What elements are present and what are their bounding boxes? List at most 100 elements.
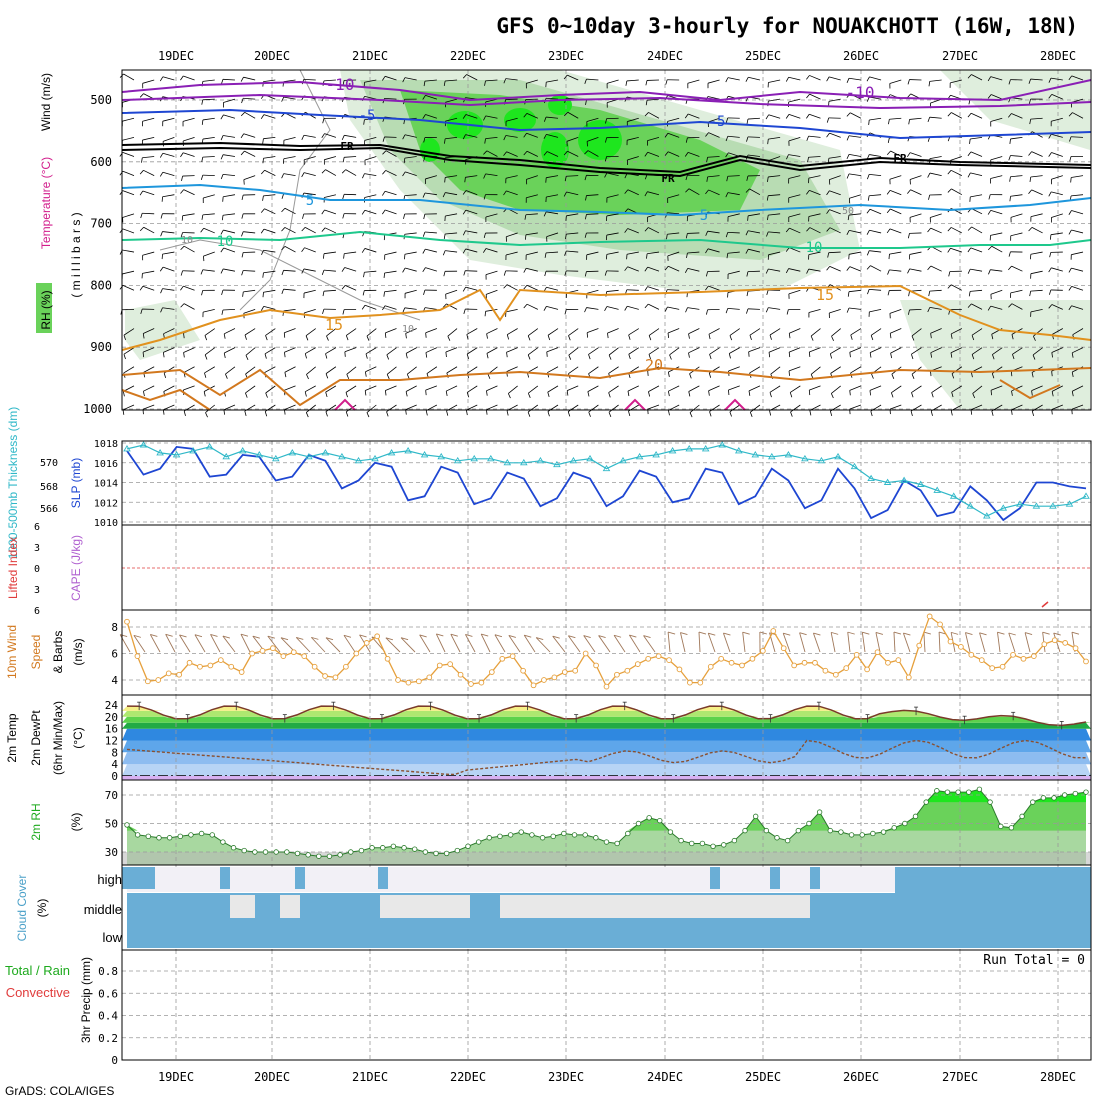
wind-barb-flag bbox=[988, 269, 991, 275]
wind-barb bbox=[930, 328, 942, 334]
wind-barb-flag bbox=[422, 231, 426, 237]
wind-barb bbox=[788, 76, 801, 81]
wind-barb bbox=[809, 227, 821, 234]
rh-marker bbox=[902, 820, 908, 827]
wind-axis-label-line3: & Barbs bbox=[51, 631, 65, 674]
wind-barb bbox=[930, 265, 942, 272]
contour-label: -10 bbox=[846, 83, 875, 102]
wind-barb-flag bbox=[204, 372, 207, 378]
wind-barb-flag bbox=[142, 333, 145, 339]
cloud-level-label: middle bbox=[84, 902, 122, 917]
wind-barb bbox=[829, 227, 841, 234]
wind-barb bbox=[950, 156, 962, 161]
wind-barb-flag bbox=[799, 632, 807, 636]
wind-barb-flag bbox=[927, 307, 931, 313]
wind-barb bbox=[1031, 226, 1043, 234]
wind-speed-marker bbox=[488, 669, 495, 675]
contour-label: -5 bbox=[709, 114, 726, 130]
wind-barb-flag bbox=[625, 80, 628, 86]
wind-barb-flag bbox=[628, 411, 631, 417]
wind-barb bbox=[951, 284, 963, 291]
date-label: 19DEC bbox=[158, 1070, 194, 1084]
wind-barb bbox=[243, 270, 256, 272]
wind-barb-flag bbox=[927, 227, 931, 233]
wind-barb bbox=[203, 227, 215, 234]
temperature-contour-magenta bbox=[334, 398, 356, 411]
wind-barb-flag bbox=[321, 209, 325, 215]
wind-barb-flag bbox=[244, 334, 247, 340]
wind-barb-flag bbox=[684, 268, 689, 274]
wind-barb bbox=[245, 347, 256, 356]
wind-barb-flag bbox=[709, 411, 712, 417]
cloud-level-label: low bbox=[102, 930, 122, 945]
wind-barb bbox=[202, 79, 215, 82]
wind-barb-flag bbox=[262, 138, 264, 144]
wind-barb bbox=[790, 385, 801, 393]
wind-barb-flag bbox=[260, 114, 265, 120]
wind-barb bbox=[829, 76, 841, 81]
rh-marker bbox=[518, 829, 524, 835]
wind-barb bbox=[222, 78, 235, 81]
wind-barb-flag bbox=[1068, 112, 1073, 117]
wind-barb bbox=[848, 289, 861, 293]
wind-barb bbox=[788, 98, 801, 103]
wind-speed-marker bbox=[332, 674, 339, 681]
wind-barb bbox=[183, 366, 195, 373]
rh-marker bbox=[689, 840, 695, 847]
wind-barb-flag bbox=[252, 635, 260, 639]
wind-barb bbox=[163, 328, 175, 335]
wind-barb-flag bbox=[311, 636, 319, 640]
rh-marker bbox=[369, 845, 375, 851]
wind-speed-marker bbox=[968, 651, 975, 658]
wind-speed-marker bbox=[363, 640, 370, 646]
wind-barb-flag bbox=[205, 412, 208, 418]
wind-barb bbox=[243, 175, 256, 181]
wind-speed-marker bbox=[1083, 658, 1089, 665]
wind-barb bbox=[788, 366, 801, 372]
wind-barb bbox=[303, 134, 316, 138]
wind-barb-flag bbox=[240, 133, 245, 139]
wind-barb-flag bbox=[728, 353, 731, 359]
wind-speed-marker bbox=[186, 659, 193, 666]
wind-barb-flag bbox=[386, 354, 390, 360]
wind-barb-flag bbox=[281, 96, 285, 102]
wind-barb bbox=[627, 228, 639, 234]
wind-barb-flag bbox=[486, 333, 488, 339]
rh-marker bbox=[614, 840, 620, 847]
wind-barb-flag bbox=[1008, 265, 1012, 271]
wind-barb-flag bbox=[241, 231, 244, 237]
wind-barb-flag bbox=[386, 411, 389, 417]
wind-barb-flag bbox=[245, 355, 249, 361]
rh-marker bbox=[326, 853, 333, 859]
wind-barb-flag bbox=[766, 195, 769, 201]
wind-speed-marker bbox=[801, 659, 808, 666]
wind-barb bbox=[869, 347, 882, 353]
wind-barb bbox=[284, 246, 296, 253]
wind-barb bbox=[385, 209, 397, 215]
wind-barb-flag bbox=[889, 333, 892, 339]
wind-barb bbox=[729, 347, 740, 354]
wind-barb bbox=[223, 154, 236, 157]
wind-barb bbox=[1071, 175, 1084, 178]
wind-barb-flag bbox=[362, 173, 365, 179]
wind-barb bbox=[708, 385, 720, 392]
wind-barb bbox=[182, 213, 195, 217]
wind-barb-flag bbox=[240, 77, 244, 82]
wind-barb bbox=[123, 328, 135, 336]
wind-barb-flag bbox=[668, 410, 670, 416]
wind-barb-flag bbox=[506, 352, 508, 358]
wind-barb-flag bbox=[523, 133, 527, 138]
wind-barb bbox=[568, 366, 579, 375]
wind-speed-marker bbox=[593, 662, 599, 669]
wind-barb bbox=[727, 270, 740, 275]
thickness-marker bbox=[983, 512, 991, 519]
wind-barb bbox=[419, 634, 431, 653]
wind-barb bbox=[405, 328, 417, 334]
wind-barb-flag bbox=[629, 634, 637, 638]
cloud-level-label: high bbox=[97, 872, 122, 887]
wind-barb-flag bbox=[685, 233, 688, 239]
wind-barb bbox=[750, 404, 761, 413]
rh-marker bbox=[273, 849, 279, 855]
wind-barb bbox=[828, 156, 841, 159]
wind-barb bbox=[142, 79, 155, 84]
